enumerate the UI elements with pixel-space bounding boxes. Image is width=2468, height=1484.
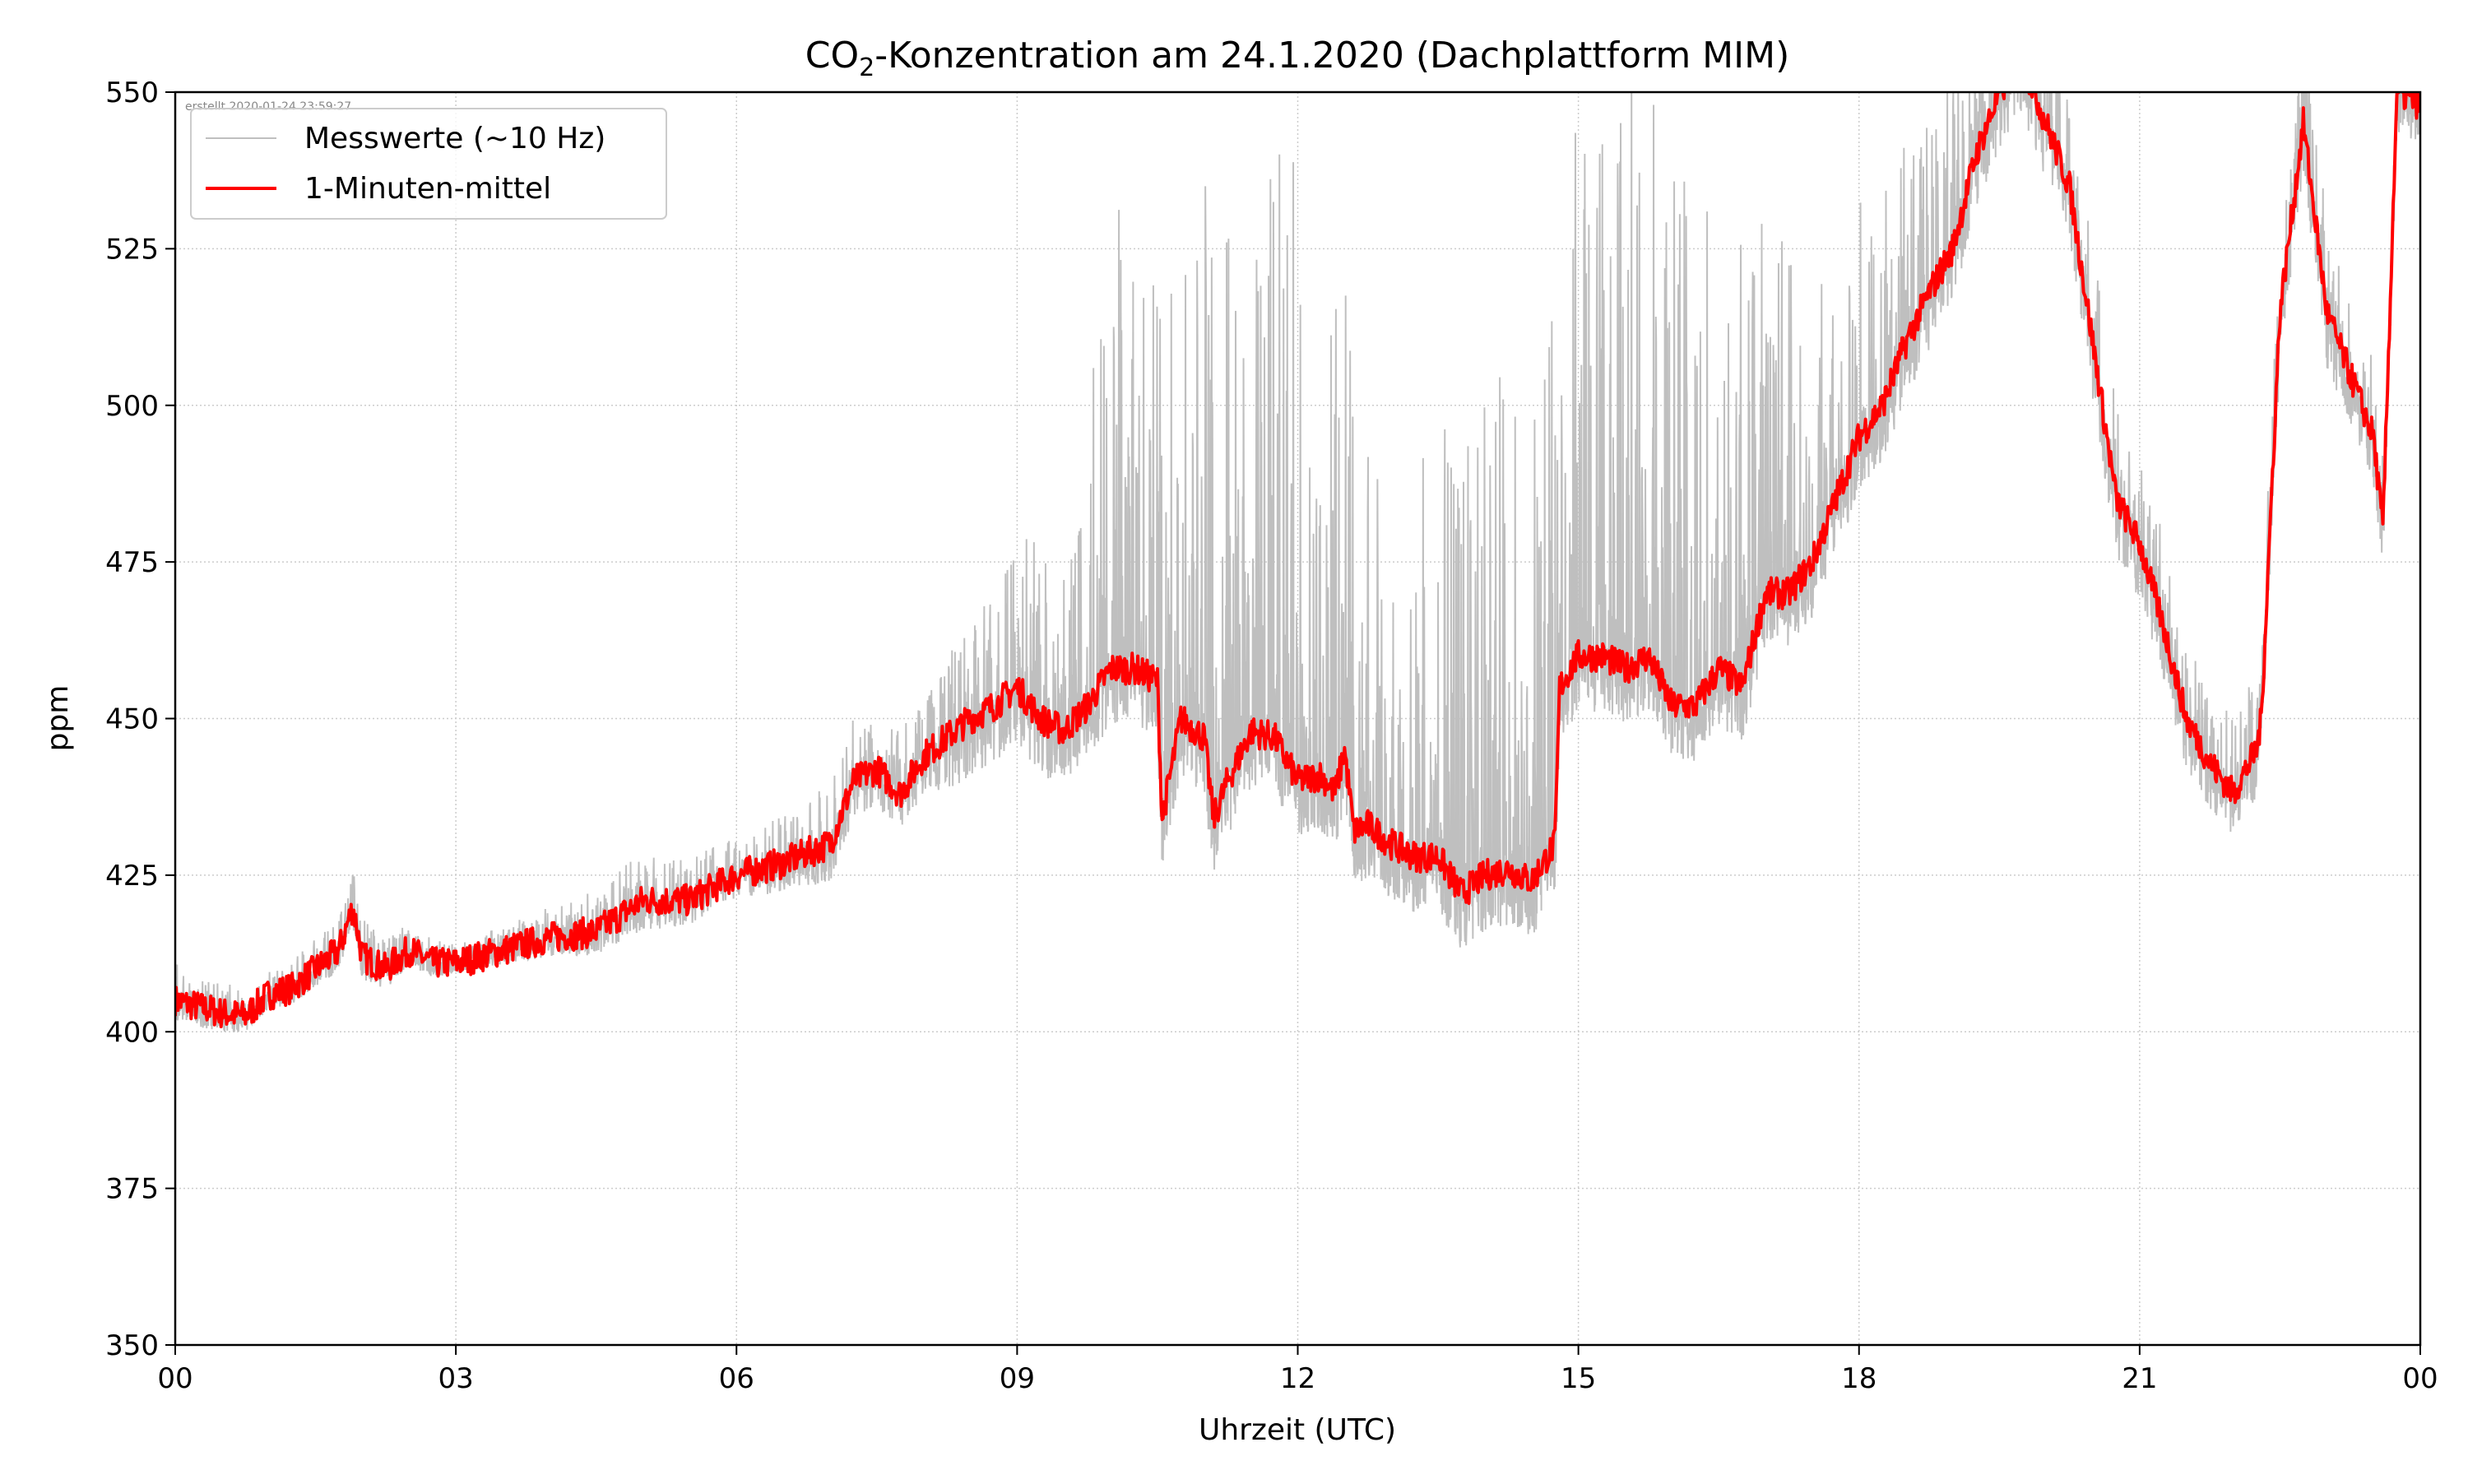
- y-tick-label: 350: [105, 1329, 159, 1362]
- y-tick-label: 375: [105, 1173, 159, 1206]
- legend-raw-label: Messwerte (~10 Hz): [304, 122, 605, 155]
- x-tick-label: 12: [1280, 1362, 1315, 1395]
- y-tick-label: 500: [105, 390, 159, 423]
- y-tick-label: 450: [105, 703, 159, 736]
- legend-box: [190, 108, 667, 220]
- y-axis-ticks: 350 375 400 425 450 475 500 525 550: [105, 77, 175, 1362]
- chart-title: CO2-Konzentration am 24.1.2020 (Dachplat…: [805, 35, 1790, 82]
- x-tick-label: 18: [1841, 1362, 1877, 1395]
- y-tick-label: 400: [105, 1016, 159, 1049]
- x-tick-label: 15: [1561, 1362, 1596, 1395]
- y-tick-label: 475: [105, 546, 159, 579]
- y-axis-label: ppm: [41, 685, 75, 752]
- y-tick-label: 525: [105, 233, 159, 266]
- x-tick-label: 00: [2402, 1362, 2438, 1395]
- legend-mean-label: 1-Minuten-mittel: [304, 172, 551, 206]
- x-axis-label: Uhrzeit (UTC): [1199, 1413, 1396, 1447]
- x-tick-label: 21: [2122, 1362, 2157, 1395]
- x-tick-label: 03: [438, 1362, 473, 1395]
- x-tick-label: 06: [719, 1362, 754, 1395]
- one-minute-mean-line: [175, 92, 2420, 1029]
- y-tick-label: 550: [105, 77, 159, 109]
- x-tick-label: 00: [157, 1362, 193, 1395]
- x-tick-label: 09: [1000, 1362, 1035, 1395]
- legend: Messwerte (~10 Hz) 1-Minuten-mittel: [190, 108, 667, 220]
- y-tick-label: 425: [105, 860, 159, 893]
- x-axis-ticks: 00 03 06 09 12 15 18 21 00: [157, 1345, 2438, 1395]
